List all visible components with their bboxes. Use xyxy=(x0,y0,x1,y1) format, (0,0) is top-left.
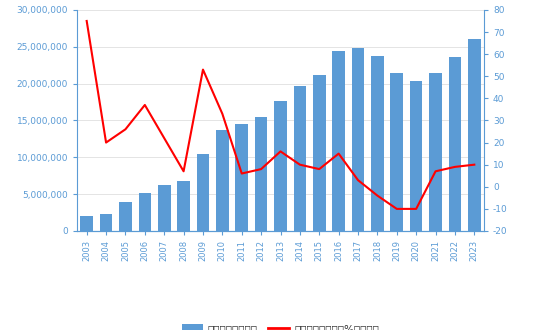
Bar xyxy=(119,202,132,231)
Bar xyxy=(80,216,93,231)
Bar xyxy=(449,57,461,231)
Bar xyxy=(468,39,481,231)
Bar xyxy=(313,76,326,231)
Bar xyxy=(158,184,170,231)
Bar xyxy=(197,154,209,231)
Bar xyxy=(100,214,112,231)
Bar xyxy=(332,51,345,231)
Bar xyxy=(429,73,442,231)
Bar xyxy=(255,117,267,231)
Legend: 乘用车销量（辆）, 乘用车销量增速（%，右轴）: 乘用车销量（辆）, 乘用车销量增速（%，右轴） xyxy=(178,320,383,330)
Bar xyxy=(235,124,248,231)
Bar xyxy=(410,82,422,231)
Bar xyxy=(371,56,384,231)
Bar xyxy=(274,101,287,231)
Bar xyxy=(294,86,306,231)
Bar xyxy=(177,181,190,231)
Bar xyxy=(390,73,403,231)
Bar xyxy=(216,130,229,231)
Bar xyxy=(139,193,151,231)
Bar xyxy=(352,48,364,231)
